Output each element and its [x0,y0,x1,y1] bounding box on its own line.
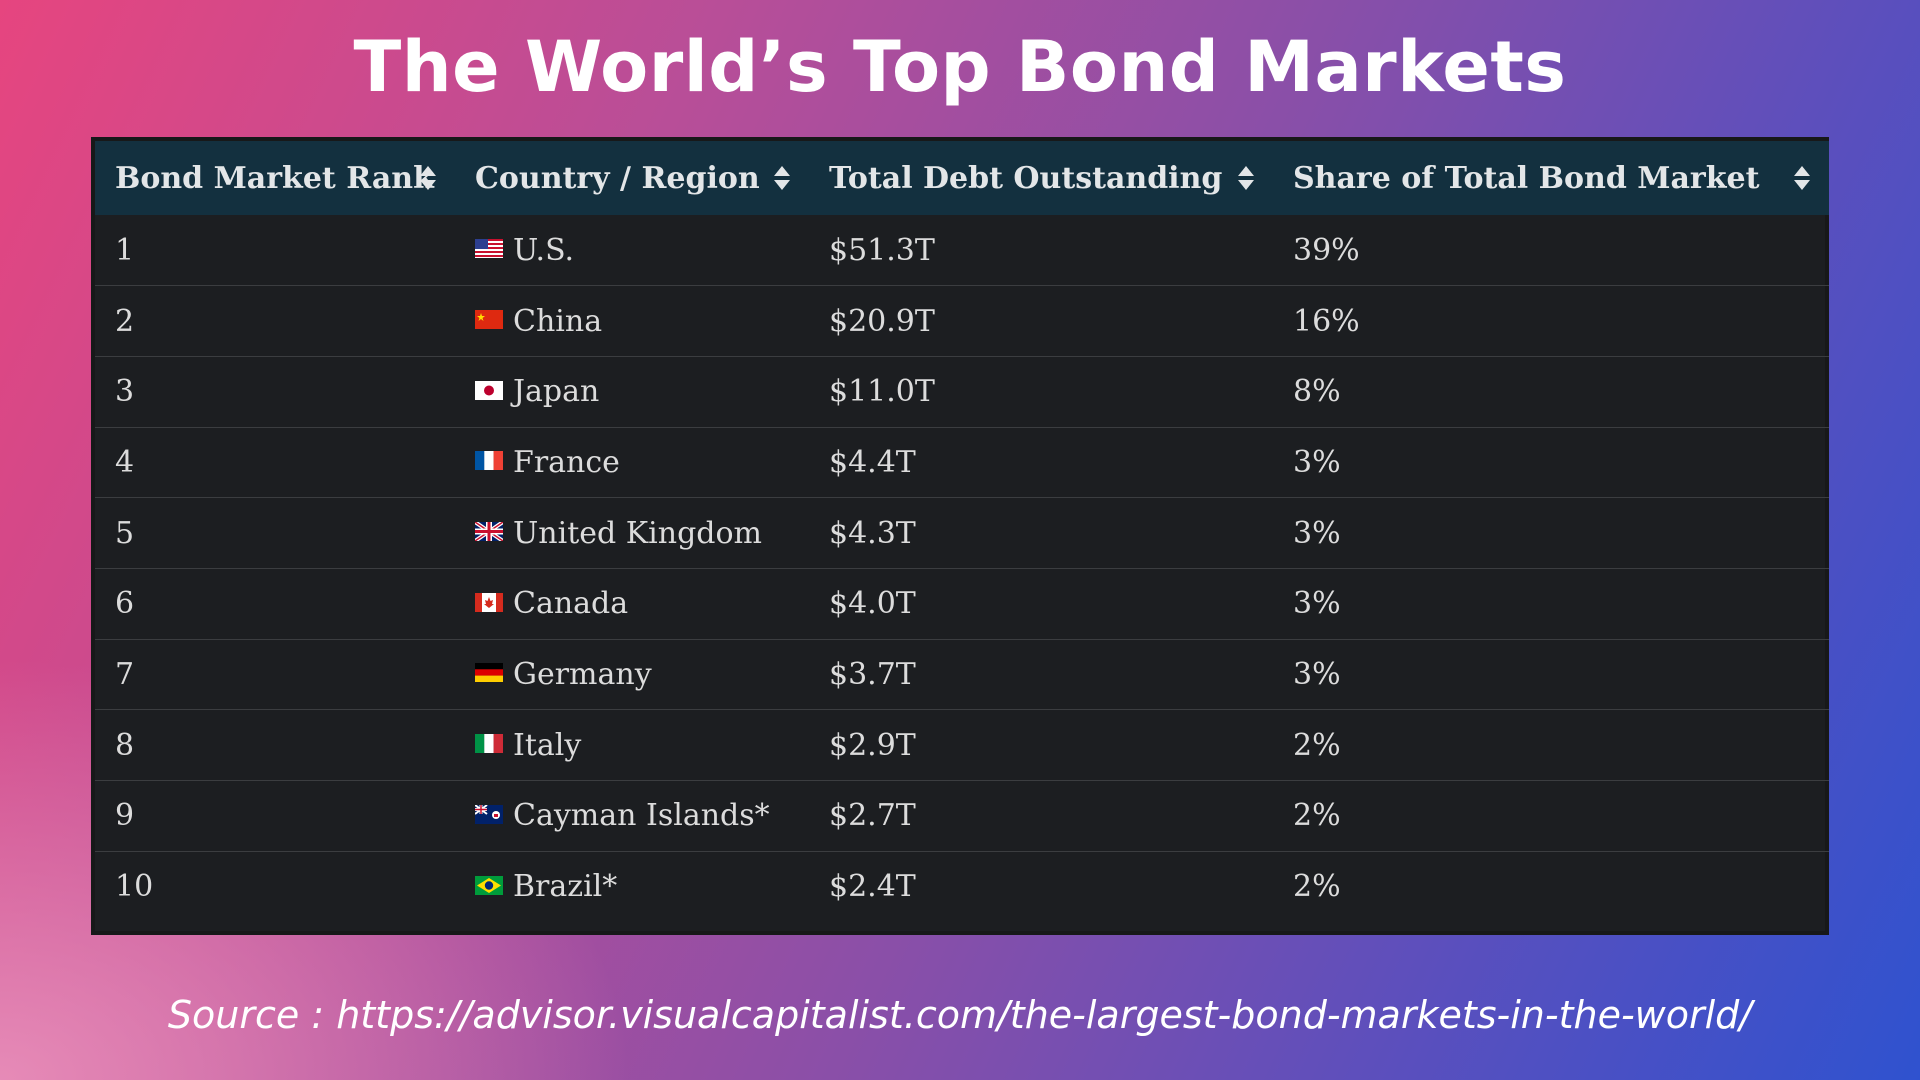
table-row: 1 U.S. $51.3T 39% [95,215,1829,286]
country-cell: France [455,427,809,498]
share-cell: 2% [1293,727,1341,763]
rank-cell: 3 [115,374,135,410]
sort-icon[interactable] [1237,165,1255,191]
table-row: 9 Cayman Islands* $2.7T 2% [95,781,1829,852]
rank-cell: 4 [115,444,135,480]
country-name: Germany [513,656,652,692]
sort-icon[interactable] [419,165,437,191]
share-cell: 3% [1293,656,1341,692]
country-name: U.S. [513,232,575,268]
table-row: 4 France $4.4T 3% [95,427,1829,498]
debt-cell: $4.3T [829,515,916,551]
column-header-rank[interactable]: Bond Market Rank [95,141,455,215]
france-flag-icon [475,451,503,471]
debt-cell: $2.7T [829,798,916,834]
share-cell: 16% [1293,303,1360,339]
source-link[interactable]: Source : https://advisor.visualcapitalis… [167,993,1753,1037]
country-cell: United Kingdom [455,498,809,569]
country-cell: U.S. [455,215,809,286]
column-header-label: Total Debt Outstanding [829,160,1223,196]
bond-market-table-container: Bond Market Rank Country / Region Total … [91,137,1829,935]
debt-cell: $3.7T [829,656,916,692]
bond-market-table: Bond Market Rank Country / Region Total … [95,141,1829,922]
debt-cell: $2.4T [829,869,916,905]
country-cell: Cayman Islands* [455,781,809,852]
share-cell: 39% [1293,232,1360,268]
column-header-share[interactable]: Share of Total Bond Market [1273,141,1829,215]
rank-cell: 5 [115,515,135,551]
cayman-islands-flag-icon [475,804,503,824]
table-row: 8 Italy $2.9T 2% [95,710,1829,781]
country-cell: Canada [455,568,809,639]
china-flag-icon [475,310,503,330]
country-name: Italy [513,727,582,763]
country-name: Cayman Islands* [513,798,770,834]
share-cell: 3% [1293,444,1341,480]
rank-cell: 9 [115,798,135,834]
country-cell: Japan [455,356,809,427]
us-flag-icon [475,239,503,259]
column-header-label: Share of Total Bond Market [1293,160,1760,196]
country-cell: Brazil* [455,851,809,922]
page-title: The World’s Top Bond Markets [353,26,1567,108]
debt-cell: $4.4T [829,444,916,480]
rank-cell: 1 [115,232,135,268]
debt-cell: $51.3T [829,232,935,268]
country-cell: Germany [455,639,809,710]
table-row: 7 Germany $3.7T 3% [95,639,1829,710]
canada-flag-icon [475,592,503,612]
debt-cell: $20.9T [829,303,935,339]
debt-cell: $2.9T [829,727,916,763]
table-row: 10 Brazil* $2.4T 2% [95,851,1829,922]
rank-cell: 7 [115,656,135,692]
sort-icon[interactable] [773,165,791,191]
germany-flag-icon [475,663,503,683]
uk-flag-icon [475,522,503,542]
table-row: 5 United Kingdom $4.3T 3% [95,498,1829,569]
rank-cell: 6 [115,586,135,622]
column-header-country[interactable]: Country / Region [455,141,809,215]
italy-flag-icon [475,734,503,754]
share-cell: 3% [1293,515,1341,551]
country-name: Japan [513,374,600,410]
rank-cell: 10 [115,869,154,905]
column-header-label: Country / Region [475,160,760,196]
country-cell: China [455,286,809,357]
country-name: United Kingdom [513,515,762,551]
table-row: 3 Japan $11.0T 8% [95,356,1829,428]
rank-cell: 8 [115,727,135,763]
share-cell: 2% [1293,869,1341,905]
country-name: France [513,444,620,480]
country-name: Brazil* [513,869,618,905]
share-cell: 8% [1293,374,1341,410]
debt-cell: $4.0T [829,586,916,622]
share-cell: 2% [1293,798,1341,834]
column-header-label: Bond Market Rank [115,160,434,196]
rank-cell: 2 [115,303,135,339]
column-header-debt[interactable]: Total Debt Outstanding [809,141,1273,215]
country-name: Canada [513,586,629,622]
table-row: 2 China $20.9T 16% [95,286,1829,357]
sort-icon[interactable] [1793,165,1811,191]
debt-cell: $11.0T [829,374,935,410]
country-name: China [513,303,603,339]
brazil-flag-icon [475,875,503,895]
japan-flag-icon [475,380,503,400]
country-cell: Italy [455,710,809,781]
table-row: 6 Canada $4.0T 3% [95,568,1829,640]
table-header-row: Bond Market Rank Country / Region Total … [95,141,1829,215]
share-cell: 3% [1293,586,1341,622]
